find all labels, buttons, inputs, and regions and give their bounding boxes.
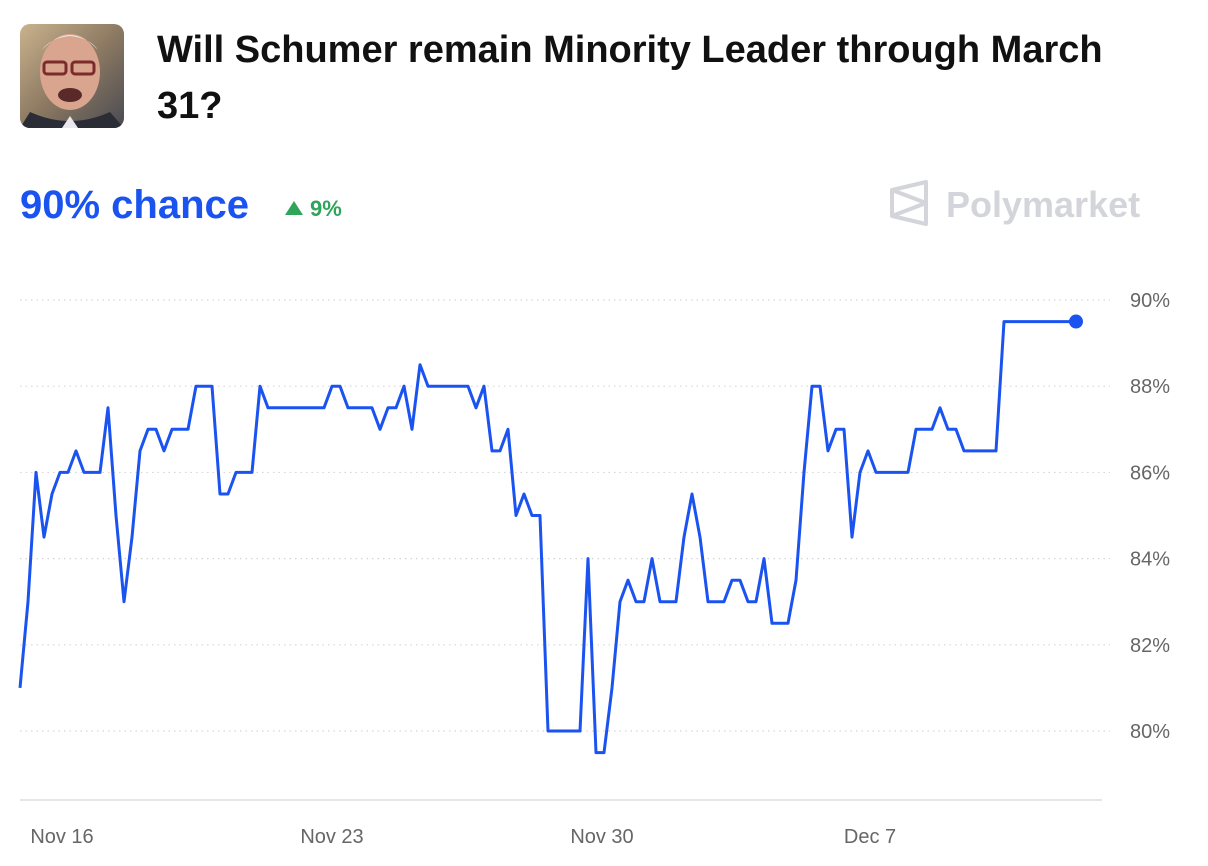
price-line [18,320,1076,755]
x-tick-label: Nov 30 [570,826,633,848]
y-tick-label: 82% [1130,635,1170,657]
y-tick-label: 86% [1130,462,1170,484]
y-tick-label: 90% [1130,290,1170,312]
y-tick-label: 88% [1130,376,1170,398]
brand-logo [890,180,928,226]
change-value: 9% [310,196,342,221]
change-arrow [285,201,303,215]
avatar [20,24,124,128]
last-point [1069,314,1083,329]
x-tick-label: Nov 23 [300,826,363,848]
brand-name: Polymarket [946,184,1140,225]
title: 31? [157,85,222,127]
title: Will Schumer remain Minority Leader thro… [157,29,1103,71]
x-tick-label: Dec 7 [844,826,896,848]
probability: 90% chance [20,183,249,227]
x-tick-label: Nov 16 [30,826,93,848]
y-tick-label: 80% [1130,721,1170,743]
y-tick-label: 84% [1130,549,1170,571]
